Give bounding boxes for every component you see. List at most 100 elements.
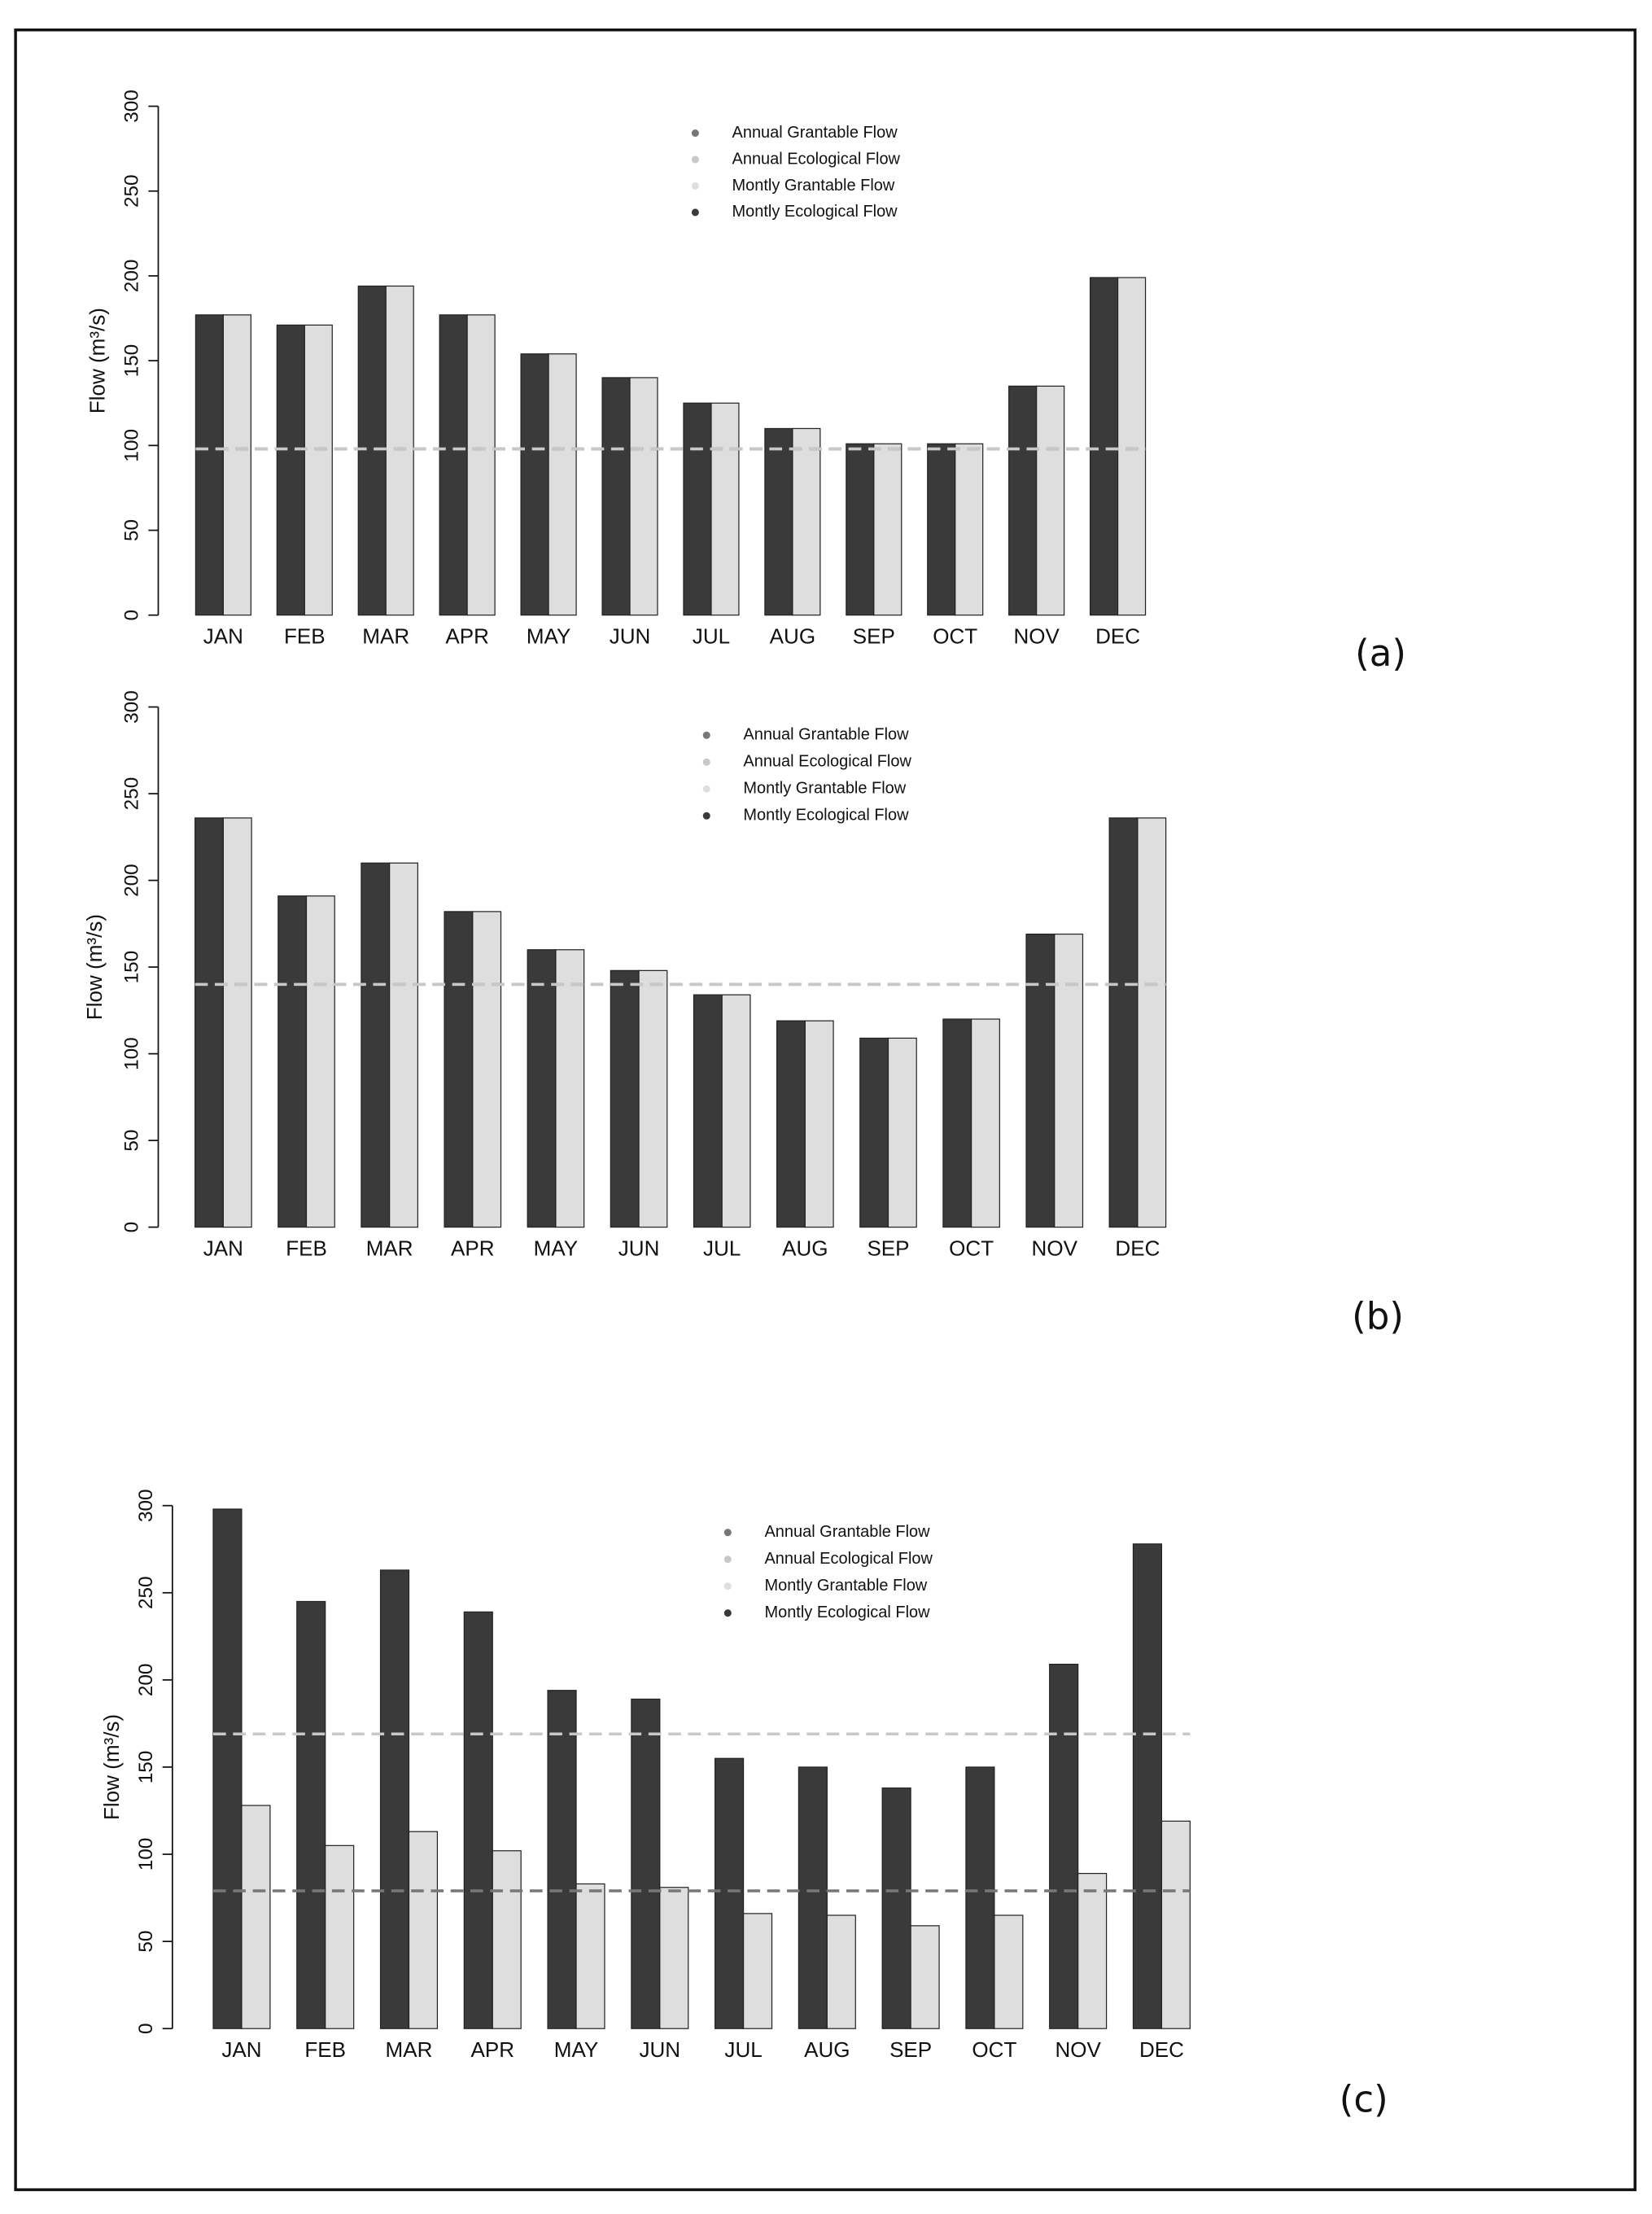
- x-tick-label: DEC: [1095, 624, 1140, 648]
- bar: [548, 353, 577, 616]
- legend-marker: [702, 812, 710, 820]
- bar: [1008, 385, 1038, 616]
- bar: [222, 314, 251, 616]
- x-tick-label: MAY: [534, 1236, 578, 1260]
- x-tick-label: OCT: [933, 624, 977, 648]
- x-tick-label: SEP: [867, 1236, 909, 1260]
- x-tick-label: JUN: [618, 1236, 660, 1260]
- legend-marker: [702, 785, 710, 793]
- legend-label: Montly Ecological Flow: [732, 203, 898, 221]
- x-tick-label: NOV: [1055, 2037, 1101, 2062]
- x-tick-label: JAN: [203, 624, 243, 648]
- x-tick-label: MAY: [527, 624, 570, 648]
- legend-label: Montly Ecological Flow: [743, 807, 909, 825]
- x-tick-label: OCT: [949, 1236, 994, 1260]
- legend-label: Annual Ecological Flow: [743, 753, 911, 771]
- bar: [527, 949, 557, 1228]
- chart: 0 50 100 150 200 250 300 Flow (m³/s) JAN FEB MAR AP…: [85, 90, 1406, 675]
- bar: [994, 1914, 1024, 2029]
- chart: 0 50 100 150 200 250 300 Flow (m³/s) JAN FEB MAR AP…: [99, 1489, 1388, 2120]
- x-tick-label: MAR: [366, 1236, 413, 1260]
- bar: [276, 324, 305, 616]
- bar: [910, 1925, 940, 2029]
- panel-label: (c): [1340, 2078, 1388, 2121]
- legend-marker: [691, 155, 699, 164]
- bar: [361, 862, 391, 1228]
- y-tick-label: 200: [121, 260, 143, 293]
- legend-marker: [691, 129, 699, 138]
- legend-label: Montly Ecological Flow: [764, 1604, 930, 1621]
- bar: [715, 1757, 745, 2029]
- y-tick-label: 0: [135, 2023, 157, 2034]
- bar: [547, 1690, 577, 2029]
- legend-label: Annual Grantable Flow: [764, 1523, 930, 1541]
- x-tick-label: SEP: [889, 2037, 932, 2062]
- bar: [804, 1020, 834, 1228]
- y-tick-label: 50: [121, 519, 143, 541]
- bar: [1137, 817, 1167, 1228]
- legend-label: Annual Ecological Flow: [732, 150, 901, 168]
- bar: [389, 862, 418, 1228]
- bar: [631, 1698, 661, 2029]
- x-tick-label: JUL: [693, 624, 730, 648]
- bar: [492, 1850, 522, 2029]
- x-tick-label: SEP: [853, 624, 895, 648]
- y-tick-label: 250: [135, 1577, 157, 1610]
- x-tick-label: JAN: [203, 1236, 243, 1260]
- legend-marker: [723, 1529, 732, 1537]
- legend-label: Annual Grantable Flow: [732, 124, 898, 142]
- chart: 0 50 100 150 200 250 300 Flow (m³/s) JAN FEB MAR AP…: [82, 690, 1404, 1337]
- bar: [1049, 1663, 1079, 2029]
- bar: [1077, 1872, 1108, 2029]
- bar: [296, 1600, 326, 2029]
- bar: [1025, 934, 1055, 1228]
- y-axis-label: Flow (m³/s): [99, 1714, 124, 1820]
- bar: [278, 895, 308, 1228]
- bar: [357, 285, 387, 616]
- x-tick-label: JUL: [724, 2037, 762, 2062]
- bar: [194, 314, 224, 616]
- legend-marker: [691, 208, 699, 217]
- y-tick-label: 300: [121, 690, 143, 724]
- y-tick-label: 150: [121, 951, 143, 984]
- frame: [14, 28, 1637, 2191]
- y-tick-label: 50: [135, 1931, 157, 1953]
- bar: [463, 1611, 493, 2029]
- bar: [1132, 1543, 1163, 2029]
- bar: [1160, 1820, 1191, 2029]
- bar: [1117, 277, 1147, 616]
- x-tick-label: NOV: [1032, 1236, 1078, 1260]
- bar: [472, 911, 502, 1228]
- x-tick-label: AUG: [770, 624, 815, 648]
- x-tick-label: APR: [451, 1236, 495, 1260]
- y-tick-label: 100: [121, 429, 143, 462]
- bar: [927, 443, 956, 616]
- bar: [826, 1914, 856, 2029]
- x-tick-label: APR: [445, 624, 489, 648]
- x-tick-label: JUN: [610, 624, 651, 648]
- bar: [629, 377, 658, 616]
- y-tick-label: 50: [121, 1130, 143, 1152]
- legend-marker: [691, 182, 699, 190]
- x-tick-label: MAR: [386, 2037, 433, 2062]
- bar: [610, 969, 640, 1228]
- x-tick-label: OCT: [972, 2037, 1016, 2062]
- x-tick-label: MAY: [554, 2037, 598, 2062]
- x-tick-label: JAN: [221, 2037, 261, 2062]
- bar: [555, 949, 585, 1228]
- bar: [1108, 817, 1138, 1228]
- bar: [305, 895, 335, 1228]
- bar: [764, 427, 793, 616]
- x-tick-label: NOV: [1013, 624, 1060, 648]
- bar: [1054, 934, 1084, 1228]
- bar: [1036, 385, 1065, 616]
- bar: [304, 324, 333, 616]
- y-tick-label: 250: [121, 777, 143, 811]
- bar: [520, 353, 549, 616]
- bar: [325, 1844, 355, 2029]
- x-tick-label: AUG: [804, 2037, 850, 2062]
- legend-label: Montly Grantable Flow: [764, 1577, 927, 1595]
- bar: [659, 1887, 689, 2029]
- y-tick-label: 300: [121, 90, 143, 123]
